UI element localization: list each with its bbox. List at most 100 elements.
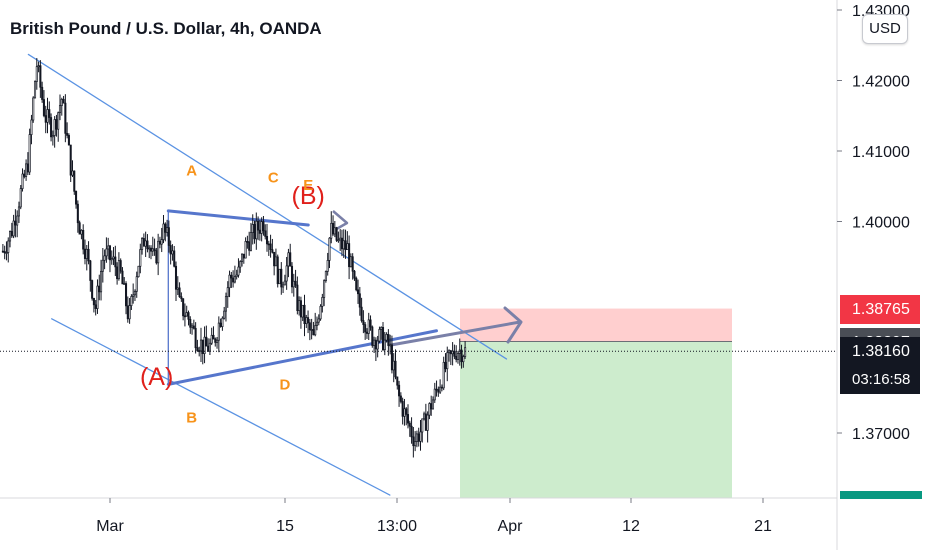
candle-body bbox=[89, 260, 92, 281]
candle-body bbox=[344, 240, 347, 251]
candle-body bbox=[358, 293, 361, 308]
candle-body bbox=[76, 203, 79, 224]
candle-body bbox=[401, 401, 404, 417]
candle-body bbox=[51, 135, 54, 138]
candle-body bbox=[7, 240, 10, 253]
candle-body bbox=[37, 65, 40, 68]
candle-body bbox=[100, 270, 103, 293]
candle-body bbox=[264, 230, 267, 237]
candle-body bbox=[132, 294, 135, 297]
y-tick-label: 1.40000 bbox=[852, 215, 910, 232]
candle-body bbox=[217, 322, 220, 341]
candle-body bbox=[312, 329, 315, 336]
wave-label-b: B bbox=[186, 409, 197, 426]
candle-body bbox=[116, 266, 119, 280]
candle-body bbox=[35, 66, 38, 82]
channel-top-line[interactable] bbox=[27, 53, 508, 360]
x-tick-label: Mar bbox=[96, 518, 124, 535]
candle-body bbox=[130, 296, 133, 306]
candle-body bbox=[333, 227, 336, 235]
candle-body bbox=[253, 224, 256, 240]
candle-body bbox=[205, 336, 208, 347]
candle-body bbox=[14, 220, 17, 226]
candle-body bbox=[135, 276, 138, 292]
candle-body bbox=[289, 252, 292, 267]
candle-body bbox=[178, 287, 181, 298]
candle-body bbox=[417, 433, 420, 442]
candle-body bbox=[357, 289, 360, 295]
candle-body bbox=[12, 220, 15, 237]
candle-body bbox=[148, 247, 151, 250]
projection-arrow[interactable] bbox=[389, 306, 523, 347]
candle-body bbox=[155, 250, 158, 264]
candle-body bbox=[153, 248, 156, 251]
candle-body bbox=[330, 222, 333, 239]
candle-body bbox=[319, 305, 322, 320]
candle-body bbox=[69, 144, 72, 176]
candle-body bbox=[248, 241, 251, 251]
currency-button[interactable]: USD bbox=[862, 14, 908, 44]
candle-body bbox=[378, 329, 381, 342]
candle-body bbox=[323, 280, 326, 298]
candle-body bbox=[103, 255, 106, 261]
candle-body bbox=[167, 227, 170, 246]
candle-body bbox=[57, 112, 60, 130]
candle-body bbox=[146, 240, 149, 250]
candle-body bbox=[94, 304, 97, 309]
candle-body bbox=[419, 431, 422, 442]
candle-body bbox=[126, 305, 129, 320]
candle-body bbox=[255, 220, 258, 240]
candle-body bbox=[282, 284, 285, 288]
candle-body bbox=[242, 253, 245, 259]
candle-body bbox=[251, 224, 254, 233]
candle-body bbox=[224, 296, 227, 312]
candle-body bbox=[462, 356, 465, 363]
long-position-tool[interactable] bbox=[460, 308, 732, 498]
candle-body bbox=[365, 331, 368, 334]
take-profit-zone[interactable] bbox=[460, 341, 732, 498]
candle-body bbox=[119, 260, 122, 272]
candle-body bbox=[182, 298, 185, 317]
candle-body bbox=[230, 274, 233, 279]
candle-body bbox=[210, 334, 213, 344]
candle-body bbox=[326, 260, 329, 272]
candle-body bbox=[283, 280, 286, 286]
candle-body bbox=[114, 256, 117, 268]
candle-body bbox=[25, 163, 28, 177]
candle-body bbox=[364, 324, 367, 333]
volume-bar-indicator bbox=[840, 491, 922, 499]
candle-body bbox=[162, 223, 165, 240]
candle-body bbox=[340, 237, 343, 250]
x-tick-label: 12 bbox=[622, 518, 640, 535]
candle-body bbox=[421, 418, 424, 433]
y-tick-label: 1.42000 bbox=[852, 74, 910, 91]
candle-body bbox=[174, 265, 178, 290]
candle-body bbox=[294, 280, 297, 286]
candle-body bbox=[107, 245, 110, 250]
candle-body bbox=[142, 238, 145, 247]
candle-body bbox=[228, 274, 231, 289]
candle-body bbox=[42, 99, 45, 116]
candle-body bbox=[1, 250, 4, 253]
triangle-top-line[interactable] bbox=[166, 209, 310, 227]
candle-body bbox=[437, 389, 440, 393]
candle-body bbox=[55, 119, 58, 130]
candle-body bbox=[151, 248, 154, 252]
candle-body bbox=[423, 413, 426, 420]
candle-body bbox=[269, 243, 272, 250]
candle-body bbox=[431, 399, 435, 410]
candle-body bbox=[237, 266, 240, 276]
channel-bottom-line[interactable] bbox=[51, 318, 391, 496]
candle-body bbox=[355, 277, 358, 291]
candle-body bbox=[339, 237, 342, 241]
candle-body bbox=[221, 317, 224, 327]
candle-body bbox=[449, 350, 452, 355]
trend-lines[interactable] bbox=[27, 53, 523, 496]
candle-body bbox=[332, 222, 335, 235]
candle-body bbox=[191, 325, 194, 328]
candle-body bbox=[258, 229, 261, 234]
candle-body bbox=[348, 243, 351, 268]
candle-body bbox=[171, 250, 174, 255]
